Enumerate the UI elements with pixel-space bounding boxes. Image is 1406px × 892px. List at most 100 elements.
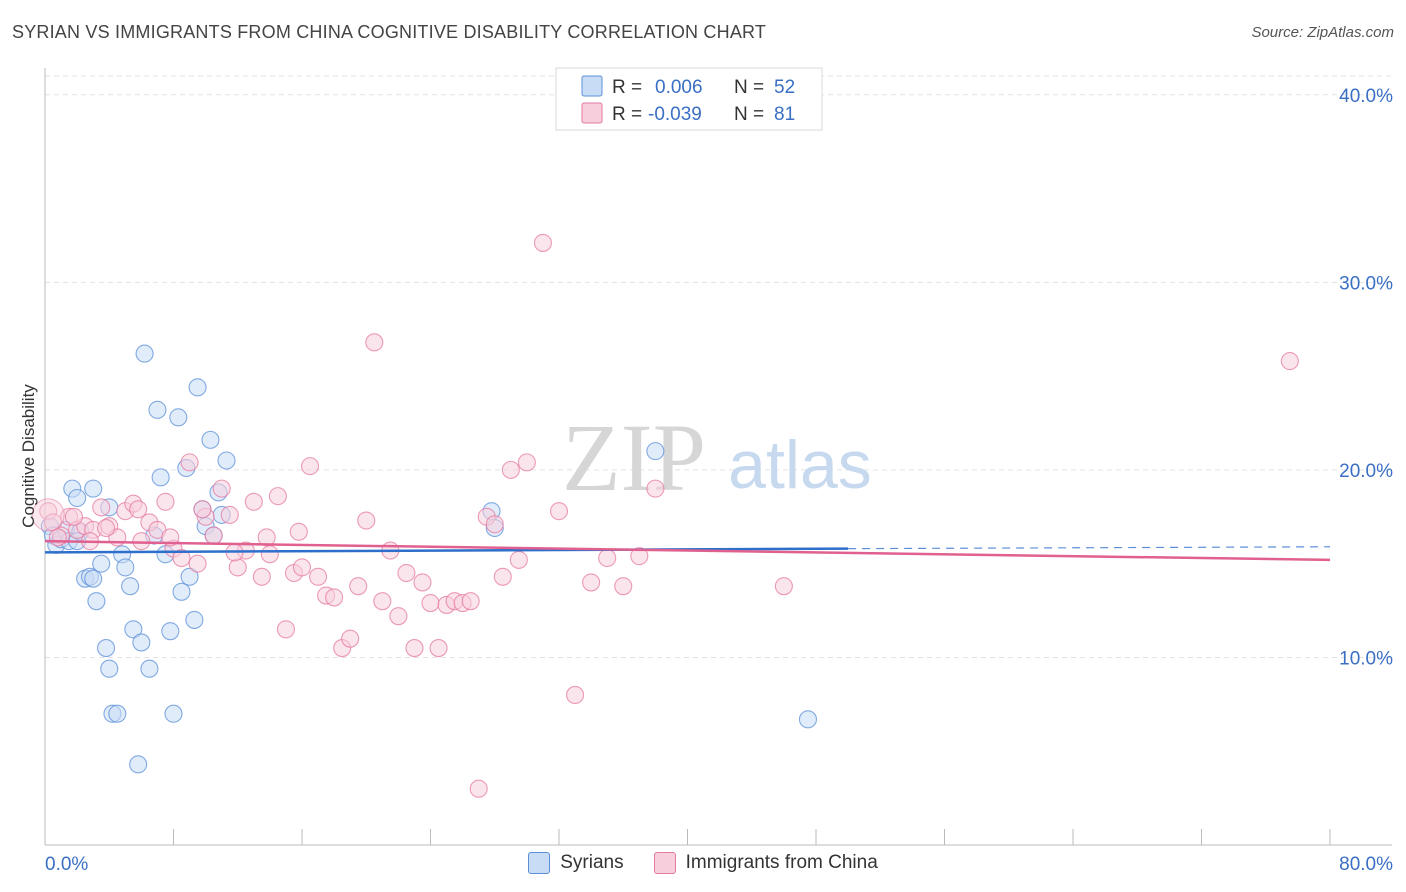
axes xyxy=(44,68,1392,846)
legend-swatch-syrians xyxy=(581,75,603,97)
point-syrians xyxy=(68,488,87,508)
point-china xyxy=(598,548,617,568)
point-syrians xyxy=(140,659,159,678)
legend-n-value-1: 52 xyxy=(774,77,795,98)
point-china xyxy=(172,548,191,568)
point-china xyxy=(161,528,180,547)
point-syrians xyxy=(217,451,236,470)
point-china xyxy=(405,639,424,658)
legend-swatch-icon xyxy=(653,852,676,874)
point-china xyxy=(129,500,148,519)
legend-item-china[interactable]: Immigrants from China xyxy=(653,852,878,874)
point-syrians xyxy=(646,442,665,461)
legend-r-label-2: R = xyxy=(612,104,642,125)
y-axis-title-group: Cognitive Disability xyxy=(19,384,38,528)
legend-swatch-icon xyxy=(528,852,551,874)
point-china xyxy=(429,639,448,658)
tick-labels: 10.0% 20.0% 30.0% 40.0% 0.0% 80.0% xyxy=(45,86,1393,875)
point-china xyxy=(549,502,569,521)
point-syrians xyxy=(135,344,154,363)
point-china xyxy=(276,620,295,639)
point-cluster xyxy=(31,498,65,532)
legend-r-value-1: 0.006 xyxy=(655,77,703,98)
bottom-legend: Syrians Immigrants from China xyxy=(0,852,1406,874)
y-axis-title: Cognitive Disability xyxy=(19,384,38,528)
legend-n-label-1: N = xyxy=(734,77,764,98)
point-china xyxy=(260,545,279,564)
point-china xyxy=(48,528,67,547)
point-china xyxy=(252,567,271,586)
grid-lines xyxy=(45,75,1392,658)
point-syrians xyxy=(132,633,151,652)
point-china xyxy=(220,505,239,524)
point-china xyxy=(461,592,480,611)
point-china xyxy=(566,685,585,705)
point-china xyxy=(257,528,276,547)
point-syrians xyxy=(96,639,116,658)
point-syrians xyxy=(798,710,818,729)
point-china xyxy=(180,453,199,472)
point-china xyxy=(193,500,212,519)
legend-n-value-2: 81 xyxy=(774,104,795,125)
point-syrians xyxy=(84,479,103,498)
trend-line-syrians xyxy=(44,547,849,554)
point-syrians xyxy=(164,704,183,723)
point-china xyxy=(92,498,111,517)
point-china xyxy=(774,577,793,596)
point-china xyxy=(1280,352,1299,371)
point-china xyxy=(614,577,633,596)
point-china xyxy=(244,492,263,511)
legend-r-value-2: -0.039 xyxy=(648,104,702,125)
point-china xyxy=(212,479,231,498)
watermark-atlas: atlas xyxy=(728,427,872,503)
point-china xyxy=(373,592,392,611)
point-china xyxy=(289,522,308,541)
point-china xyxy=(582,573,601,592)
legend-swatch-china xyxy=(581,102,603,124)
legend-label-china: Immigrants from China xyxy=(685,852,878,873)
point-syrians xyxy=(161,622,180,641)
point-syrians xyxy=(169,408,188,427)
y-tick-label: 20.0% xyxy=(1339,461,1393,482)
point-syrians xyxy=(124,620,143,639)
point-syrians xyxy=(116,558,135,577)
point-china xyxy=(268,487,287,506)
point-syrians xyxy=(188,378,207,397)
trend-line-syrians-extension xyxy=(848,546,1331,550)
point-china xyxy=(509,550,528,569)
point-china xyxy=(397,563,416,583)
point-syrians xyxy=(129,755,148,774)
point-china xyxy=(357,511,376,530)
point-china xyxy=(204,526,223,545)
point-china xyxy=(517,453,536,472)
x-tick-label: 0.0% xyxy=(45,854,88,875)
point-china xyxy=(469,779,488,798)
trend-line-china xyxy=(44,539,1331,562)
legend-item-syrians[interactable]: Syrians xyxy=(528,852,624,874)
point-syrians xyxy=(92,554,111,573)
point-china xyxy=(292,558,312,577)
point-china xyxy=(501,460,520,479)
chart-title: SYRIAN VS IMMIGRANTS FROM CHINA COGNITIV… xyxy=(12,22,767,42)
data-points xyxy=(31,233,1299,798)
point-syrians xyxy=(87,592,106,611)
point-china xyxy=(300,457,320,476)
point-china xyxy=(630,547,649,566)
x-tick-label: 80.0% xyxy=(1339,854,1393,875)
point-syrians xyxy=(185,610,204,629)
point-china xyxy=(96,518,116,538)
point-syrians xyxy=(151,468,170,487)
source-label: Source: ZipAtlas.com xyxy=(1251,24,1394,41)
point-syrians xyxy=(201,430,220,449)
watermark: ZIP atlas xyxy=(562,404,872,511)
point-syrians xyxy=(180,567,199,586)
legend-label-syrians: Syrians xyxy=(560,852,624,873)
y-tick-label: 40.0% xyxy=(1339,86,1393,107)
point-syrians xyxy=(84,569,103,588)
point-china xyxy=(325,588,344,607)
legend-n-label-2: N = xyxy=(734,104,764,125)
watermark-zip: ZIP xyxy=(562,404,706,511)
y-tick-label: 30.0% xyxy=(1339,273,1393,294)
point-china xyxy=(421,593,440,613)
point-china xyxy=(228,558,247,577)
